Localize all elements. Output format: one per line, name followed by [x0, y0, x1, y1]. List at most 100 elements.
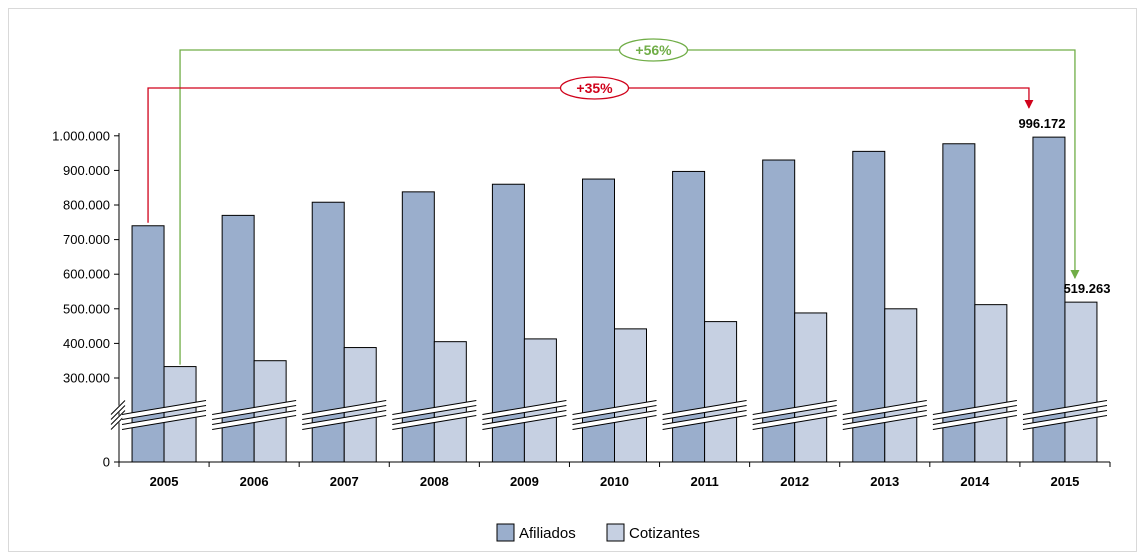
- axis-break-gap: [211, 410, 297, 430]
- axis-break-line: [932, 405, 1017, 420]
- legend-swatch-cotizantes: [606, 523, 625, 542]
- bar-cotizantes-2008: [433, 341, 467, 463]
- data-label-afiliados-2015: 996.172: [1018, 116, 1065, 131]
- axis-break-gap: [481, 400, 567, 420]
- axis-break-gap: [211, 400, 297, 420]
- axis-break-line: [752, 415, 837, 430]
- axis-break-gap: [1022, 410, 1108, 430]
- axis-break-line: [212, 410, 297, 425]
- axis-break-line: [110, 410, 126, 425]
- axis-break-gap: [752, 400, 838, 420]
- x-tick-label: 2006: [240, 474, 269, 489]
- bar-cotizantes-2013: [884, 308, 918, 463]
- axis-break-line: [212, 400, 297, 415]
- axis-break-line: [482, 405, 567, 420]
- axis-break-gap: [572, 400, 657, 420]
- axis-break-line: [662, 410, 747, 425]
- y-tick-label: 300.000: [63, 371, 110, 386]
- legend: Afiliados Cotizantes: [496, 523, 700, 542]
- axis-break-line: [302, 400, 387, 415]
- axes-layer: 0 300.000 400.000 500.000 600.000 700.000 800.…: [52, 128, 1111, 489]
- axis-break-gap: [121, 410, 207, 430]
- bar-afiliados-2015: [1032, 136, 1066, 463]
- axis-break-line: [212, 405, 297, 420]
- axis-break-line: [392, 405, 477, 420]
- axis-break-line: [842, 400, 927, 415]
- axis-break-line: [572, 405, 657, 420]
- axis-break-line: [752, 410, 837, 425]
- axis-break-line: [932, 410, 1017, 425]
- y-tick-label: 600.000: [63, 267, 110, 282]
- axis-break-line: [662, 400, 747, 415]
- axis-break-line: [1022, 405, 1108, 420]
- y-tick-label: 700.000: [63, 232, 110, 247]
- axis-break-line: [482, 400, 567, 415]
- axis-break-gap: [842, 410, 928, 430]
- axis-break-gap: [1022, 400, 1108, 420]
- growth-badge-cotizantes: [618, 38, 689, 62]
- axis-break-line: [662, 415, 747, 430]
- x-tick-label: 2014: [960, 474, 990, 489]
- axis-break-line: [121, 410, 207, 425]
- axis-break-line: [662, 405, 747, 420]
- axis-break-gap: [752, 410, 838, 430]
- axis-break-line: [1022, 415, 1108, 430]
- axis-break-line: [392, 415, 477, 430]
- axis-break-line: [110, 400, 126, 415]
- axis-break-line: [1022, 410, 1108, 425]
- bar-cotizantes-2014: [974, 304, 1008, 463]
- bar-cotizantes-2012: [794, 312, 828, 463]
- data-label-cotizantes-2015: 519.263: [1063, 281, 1110, 296]
- axis-break-line: [572, 400, 657, 415]
- axis-break-line: [482, 410, 567, 425]
- axis-break-line: [110, 405, 126, 420]
- axis-break-gap: [932, 400, 1018, 420]
- x-tick-label: 2010: [600, 474, 629, 489]
- x-tick-label: 2011: [690, 474, 718, 489]
- axis-break-line: [212, 415, 297, 430]
- axis-break-gap: [391, 410, 477, 430]
- axis-break-line: [1022, 400, 1108, 415]
- axis-break-line: [752, 400, 837, 415]
- axis-break-line: [121, 400, 207, 415]
- growth-label-cotizantes: +56%: [635, 42, 672, 58]
- axis-break-line: [572, 410, 657, 425]
- axis-break-line: [302, 410, 387, 425]
- bar-cotizantes-2009: [523, 338, 557, 463]
- axis-break-line: [392, 400, 477, 415]
- x-tick-label: 2005: [150, 474, 179, 489]
- legend-swatch-afiliados: [496, 523, 515, 542]
- x-tick-label: 2007: [330, 474, 359, 489]
- axis-break-line: [752, 405, 837, 420]
- axis-break-line: [932, 415, 1017, 430]
- growth-label-afiliados: +35%: [576, 80, 613, 96]
- axis-break-gap: [662, 400, 748, 420]
- x-tick-label: 2013: [870, 474, 899, 489]
- x-tick-label: 2012: [780, 474, 809, 489]
- bar-cotizantes-2011: [704, 321, 738, 463]
- legend-label-cotizantes: Cotizantes: [629, 525, 700, 542]
- axis-break-gap: [481, 410, 567, 430]
- axis-break-line: [842, 405, 927, 420]
- axis-break-gap: [572, 410, 657, 430]
- y-tick-label: 400.000: [63, 336, 110, 351]
- growth-badge-afiliados: [559, 76, 630, 100]
- bar-cotizantes-2015: [1064, 301, 1098, 463]
- axis-break-line: [842, 410, 927, 425]
- y-tick-label: 1.000.000: [52, 128, 110, 143]
- axis-break-gap: [109, 401, 127, 419]
- y-tick-label: 800.000: [63, 198, 110, 213]
- axis-break-gap: [121, 400, 207, 420]
- y-tick-label: 900.000: [63, 163, 110, 178]
- x-tick-label: 2015: [1050, 474, 1079, 489]
- axis-break-line: [932, 400, 1017, 415]
- axis-break-line: [392, 410, 477, 425]
- axis-break-line: [482, 415, 567, 430]
- axis-breaks-layer: [109, 400, 1108, 430]
- x-tick-label: 2009: [510, 474, 539, 489]
- axis-break-gap: [301, 410, 387, 430]
- axis-break-gap: [301, 400, 387, 420]
- y-tick-label: 0: [103, 455, 110, 470]
- annotations-layer: +56% +35%: [147, 38, 1080, 365]
